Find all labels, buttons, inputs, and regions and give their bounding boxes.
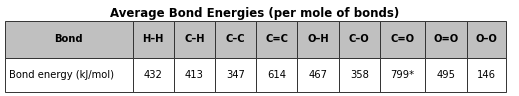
- Bar: [297, 58, 339, 92]
- Text: C–O: C–O: [349, 34, 370, 44]
- Text: 347: 347: [226, 70, 245, 80]
- Text: C=C: C=C: [265, 34, 289, 44]
- Text: Average Bond Energies (per mole of bonds): Average Bond Energies (per mole of bonds…: [110, 7, 399, 20]
- Bar: [174, 58, 215, 92]
- Bar: [215, 21, 256, 58]
- Text: H–H: H–H: [142, 34, 164, 44]
- Text: C=O: C=O: [391, 34, 415, 44]
- Bar: [467, 21, 506, 58]
- Bar: [215, 58, 256, 92]
- Bar: [297, 21, 339, 58]
- Bar: [426, 58, 467, 92]
- Bar: [256, 58, 297, 92]
- Bar: [339, 58, 380, 92]
- Text: 614: 614: [267, 70, 286, 80]
- Text: O–O: O–O: [475, 34, 497, 44]
- Bar: [380, 58, 426, 92]
- Text: O–H: O–H: [307, 34, 329, 44]
- Text: 495: 495: [436, 70, 456, 80]
- Text: C–C: C–C: [226, 34, 245, 44]
- Text: C–H: C–H: [184, 34, 204, 44]
- Bar: [426, 21, 467, 58]
- Text: 146: 146: [477, 70, 496, 80]
- Text: 358: 358: [350, 70, 368, 80]
- Text: 432: 432: [144, 70, 162, 80]
- Text: O=O: O=O: [433, 34, 459, 44]
- Text: Bond energy (kJ/mol): Bond energy (kJ/mol): [9, 70, 114, 80]
- Bar: [132, 58, 174, 92]
- Text: 799*: 799*: [391, 70, 415, 80]
- Bar: [256, 21, 297, 58]
- Bar: [174, 21, 215, 58]
- Bar: [132, 21, 174, 58]
- Text: Bond: Bond: [54, 34, 83, 44]
- Text: 467: 467: [309, 70, 327, 80]
- Text: 413: 413: [185, 70, 204, 80]
- Bar: [339, 21, 380, 58]
- Bar: [5, 58, 132, 92]
- Bar: [5, 21, 132, 58]
- Bar: [467, 58, 506, 92]
- Bar: [380, 21, 426, 58]
